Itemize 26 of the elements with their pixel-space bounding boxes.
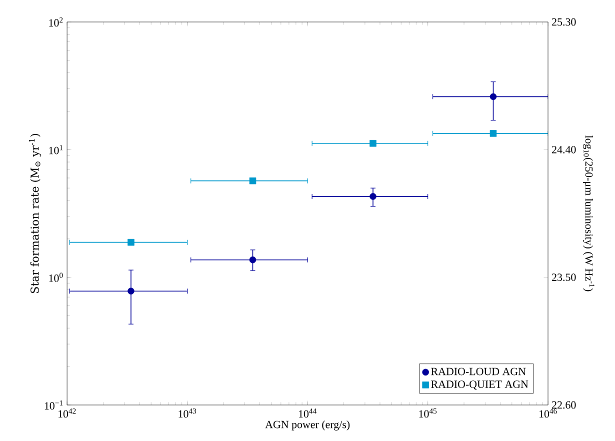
y-tick-label: 10$^{1}$ <box>49 145 63 154</box>
point <box>128 288 134 294</box>
legend-label: RADIO-QUIET AGN <box>431 380 528 390</box>
y2-axis-title: log$_{10}$(250-μm luminosity) (W Hz$^{-1}$) <box>583 136 594 292</box>
y2-tick-label: 23.50 <box>552 274 576 282</box>
y2-tick-label: 25.30 <box>552 18 576 26</box>
x-tick-label: 10$^{43}$ <box>178 408 196 418</box>
x-tick-label: 10$^{44}$ <box>298 408 317 418</box>
point <box>249 256 256 264</box>
y-tick-label: 10$^{2}$ <box>49 17 63 27</box>
point <box>249 177 256 184</box>
y-axis-title: Star formation rate (M$_{⊙}$ yr$^{-1}$) <box>29 134 42 293</box>
x-tick-label: 10$^{46}$ <box>539 408 557 418</box>
x-tick-label: 10$^{42}$ <box>58 408 76 418</box>
point <box>490 93 497 100</box>
point <box>490 130 497 137</box>
y2-tick-label: 24.40 <box>552 146 576 154</box>
legend-label: RADIO-LOUD AGN <box>431 368 526 376</box>
point <box>128 238 134 246</box>
x-axis-title: AGN power (erg/s) <box>265 420 350 430</box>
y-tick-label: 10$^{−1}$ <box>44 400 63 410</box>
point <box>370 140 376 147</box>
y2-tick-label: 22.60 <box>552 401 576 409</box>
point <box>370 193 376 200</box>
y-tick-label: 10$^{0}$ <box>49 272 63 282</box>
x-tick-label: 10$^{45}$ <box>419 408 437 418</box>
